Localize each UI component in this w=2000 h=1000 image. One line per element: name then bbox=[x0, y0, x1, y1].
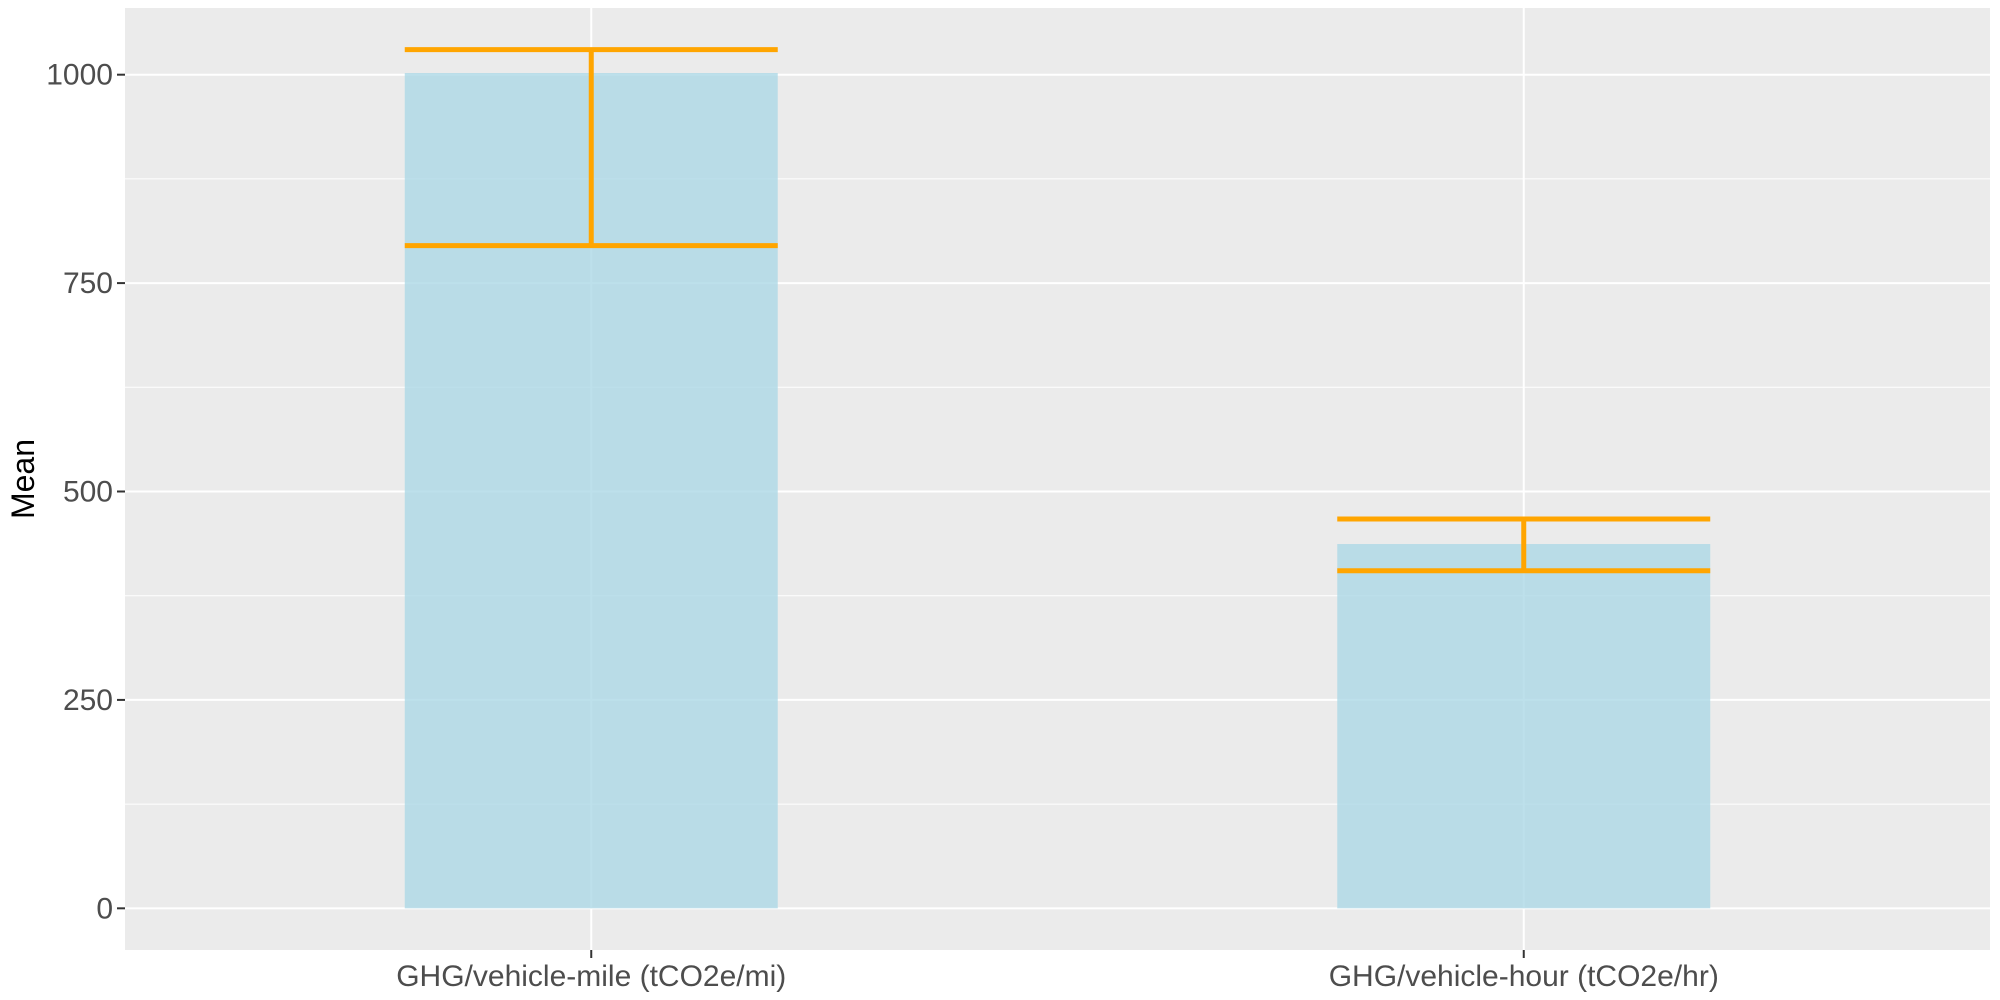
y-tick-label: 500 bbox=[63, 476, 113, 509]
y-tick-label: 750 bbox=[63, 267, 113, 300]
x-tick-label: GHG/vehicle-mile (tCO2e/mi) bbox=[396, 960, 786, 993]
y-tick-label: 250 bbox=[63, 684, 113, 717]
y-axis-title: Mean bbox=[5, 439, 41, 519]
x-tick-label: GHG/vehicle-hour (tCO2e/hr) bbox=[1329, 960, 1719, 993]
x-ticks: GHG/vehicle-mile (tCO2e/mi) GHG/vehicle-h… bbox=[396, 950, 1719, 993]
y-tick-label: 0 bbox=[96, 892, 113, 925]
error-bar bbox=[1337, 516, 1711, 574]
error-bars bbox=[404, 47, 1711, 574]
bar bbox=[1337, 544, 1711, 909]
bars bbox=[404, 73, 1711, 909]
y-ticks: 0 250 500 750 1000 bbox=[46, 59, 125, 925]
error-bar bbox=[404, 47, 778, 249]
y-tick-label: 1000 bbox=[46, 59, 113, 92]
